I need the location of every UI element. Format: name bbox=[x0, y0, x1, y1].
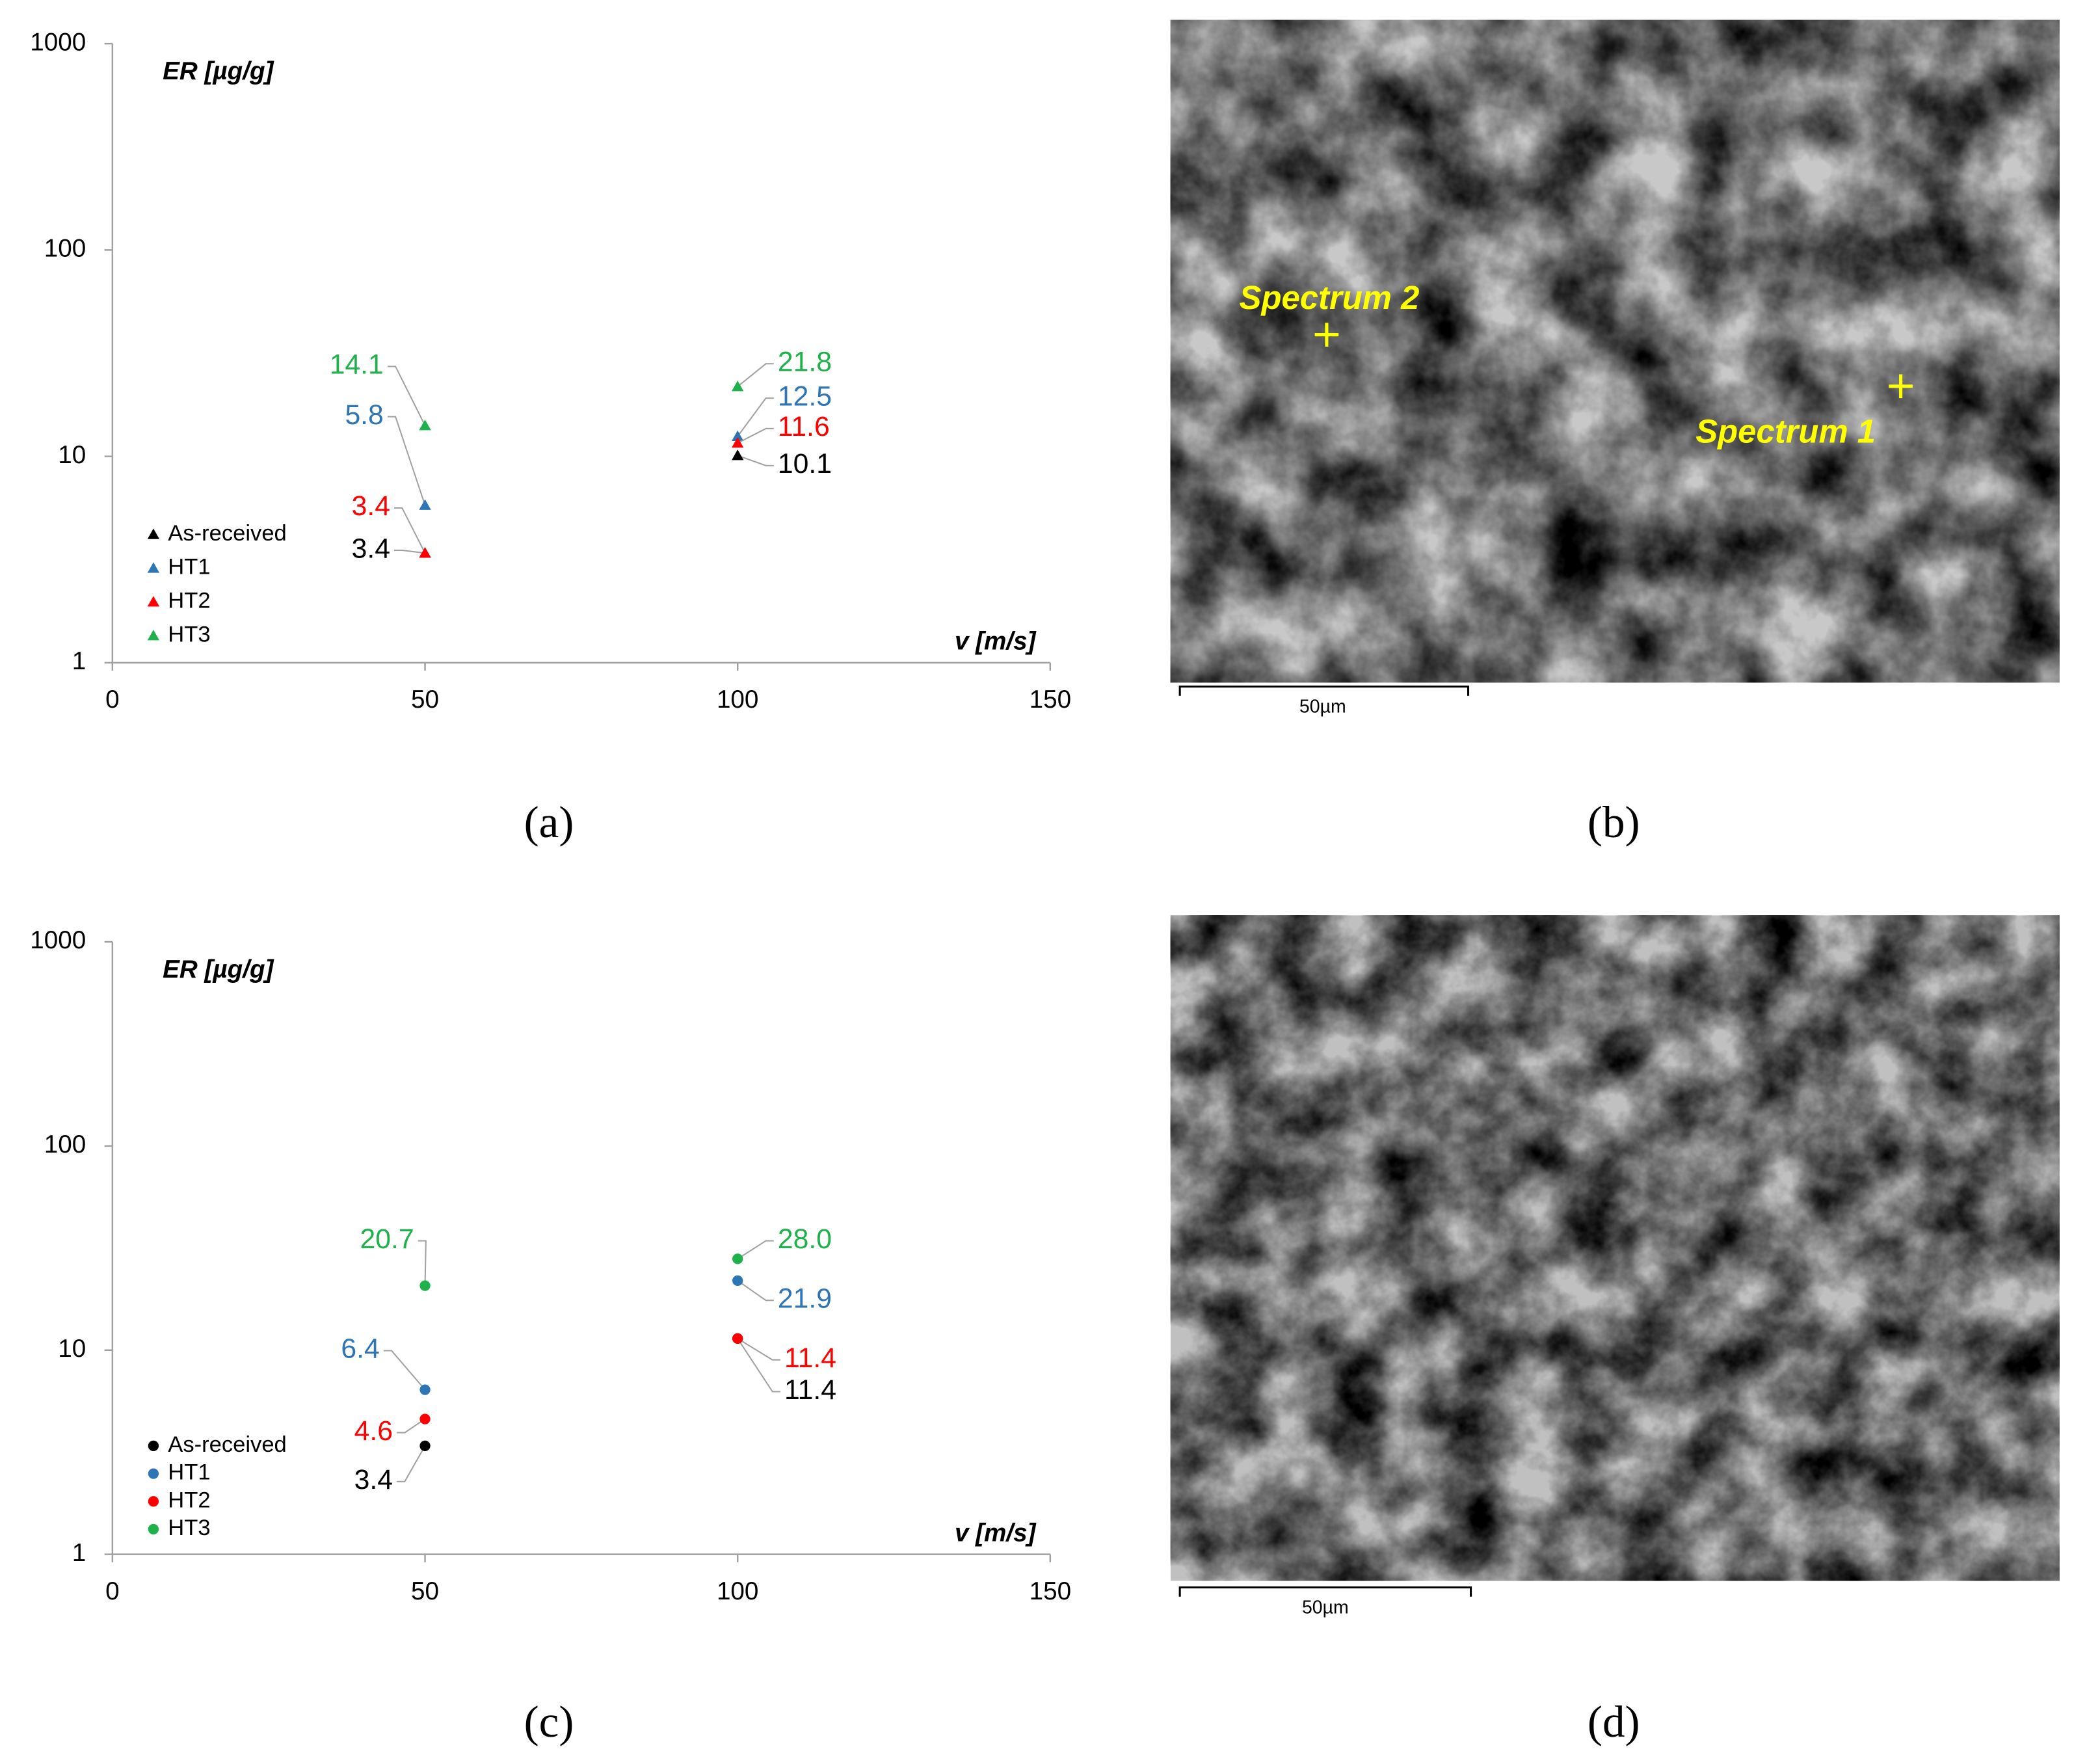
legend-marker bbox=[148, 1496, 159, 1507]
point bbox=[419, 1384, 431, 1395]
leader-line bbox=[737, 1338, 780, 1393]
leader-line bbox=[397, 1445, 426, 1482]
panel-label: (b) bbox=[1588, 797, 1640, 847]
x-tick-label: 50 bbox=[411, 686, 439, 714]
x-tick-label: 150 bbox=[1030, 1577, 1071, 1605]
x-axis-label: v [m/s] bbox=[955, 1519, 1037, 1547]
point bbox=[732, 437, 744, 448]
leader-line bbox=[418, 1240, 427, 1286]
leader-line bbox=[394, 507, 426, 554]
data-label: 3.4 bbox=[352, 490, 390, 522]
point bbox=[732, 381, 744, 392]
leader-line bbox=[387, 366, 426, 426]
legend-marker bbox=[148, 1440, 159, 1452]
y-axis-label: ER [µg/g] bbox=[163, 956, 274, 983]
x-tick-label: 150 bbox=[1030, 686, 1071, 714]
leader-line bbox=[737, 1240, 774, 1260]
y-axis-label: ER [µg/g] bbox=[163, 57, 274, 85]
annotation: Spectrum 2 bbox=[1240, 279, 1420, 316]
scale-bar bbox=[1178, 685, 1470, 696]
y-tick-label: 1000 bbox=[30, 28, 86, 56]
legend-label: As-received bbox=[168, 521, 286, 546]
legend-label: HT2 bbox=[168, 1488, 210, 1512]
leader-line bbox=[737, 397, 774, 437]
marker-cross bbox=[1314, 323, 1339, 347]
data-label: 3.4 bbox=[352, 533, 390, 564]
data-label: 14.1 bbox=[330, 349, 384, 381]
data-label: 3.4 bbox=[354, 1464, 393, 1495]
leader-line bbox=[383, 1350, 426, 1391]
legend-marker bbox=[148, 1523, 159, 1535]
point bbox=[732, 449, 744, 461]
data-label: 11.6 bbox=[778, 411, 830, 442]
marker-cross bbox=[1889, 374, 1913, 399]
leader-line bbox=[737, 455, 774, 466]
legend-label: HT2 bbox=[168, 588, 210, 613]
data-label: 11.4 bbox=[784, 1343, 836, 1374]
data-label: 11.4 bbox=[784, 1374, 836, 1406]
sem-image: Spectrum 2 Spectrum 1 50µm bbox=[1170, 20, 2060, 717]
panel-label: (c) bbox=[524, 1696, 574, 1746]
data-label: 28.0 bbox=[778, 1223, 832, 1255]
scale-bar-label: 50µm bbox=[1302, 1597, 1349, 1618]
legend-label: As-received bbox=[168, 1432, 286, 1457]
point bbox=[419, 1413, 431, 1424]
x-tick-label: 0 bbox=[105, 686, 119, 714]
leader-line bbox=[737, 427, 774, 444]
x-tick-label: 100 bbox=[717, 686, 758, 714]
point bbox=[732, 1253, 743, 1264]
leader-line bbox=[737, 363, 774, 388]
legend-marker bbox=[147, 528, 160, 539]
y-tick-label: 1 bbox=[72, 647, 86, 675]
scale-bar bbox=[1178, 1586, 1472, 1597]
sem-image: 50µm bbox=[1170, 915, 2060, 1618]
y-tick-label: 1000 bbox=[30, 926, 86, 954]
x-tick-label: 50 bbox=[411, 1577, 439, 1605]
point bbox=[732, 1275, 743, 1287]
leader-line bbox=[737, 1338, 780, 1361]
legend-label: HT1 bbox=[168, 555, 210, 580]
data-label: 10.1 bbox=[778, 448, 832, 479]
legend-label: HT3 bbox=[168, 1516, 210, 1540]
legend-label: HT3 bbox=[168, 622, 210, 647]
x-tick-label: 0 bbox=[105, 1577, 119, 1605]
point bbox=[419, 420, 431, 431]
point bbox=[419, 1440, 431, 1451]
leader-line bbox=[394, 550, 425, 554]
leader-line bbox=[387, 416, 426, 506]
legend-marker bbox=[148, 1468, 159, 1479]
y-tick-label: 100 bbox=[44, 235, 86, 263]
data-label: 5.8 bbox=[345, 399, 383, 431]
x-tick-label: 100 bbox=[717, 1577, 758, 1605]
legend-marker bbox=[147, 630, 160, 641]
y-tick-label: 10 bbox=[58, 441, 86, 469]
point bbox=[419, 1280, 431, 1291]
panel-label: (a) bbox=[524, 797, 574, 847]
y-tick-label: 10 bbox=[58, 1335, 86, 1363]
data-label: 21.9 bbox=[778, 1283, 832, 1314]
data-label: 6.4 bbox=[341, 1333, 379, 1365]
panel-label: (d) bbox=[1588, 1696, 1640, 1746]
data-label: 21.8 bbox=[778, 347, 832, 378]
leader-line bbox=[397, 1418, 426, 1434]
point bbox=[732, 430, 744, 442]
scale-bar-label: 50µm bbox=[1299, 697, 1346, 717]
y-tick-label: 1 bbox=[72, 1539, 86, 1567]
legend-label: HT1 bbox=[168, 1460, 210, 1485]
data-label: 12.5 bbox=[778, 381, 832, 412]
x-axis-label: v [m/s] bbox=[955, 628, 1037, 656]
y-tick-label: 100 bbox=[44, 1130, 86, 1158]
point bbox=[419, 547, 431, 558]
leader-line bbox=[737, 1280, 774, 1302]
point bbox=[732, 1333, 743, 1344]
point bbox=[419, 499, 431, 510]
data-label: 4.6 bbox=[354, 1415, 393, 1447]
legend-marker bbox=[147, 562, 160, 573]
annotation: Spectrum 1 bbox=[1695, 413, 1876, 450]
legend-marker bbox=[147, 596, 160, 607]
data-label: 20.7 bbox=[360, 1223, 414, 1255]
